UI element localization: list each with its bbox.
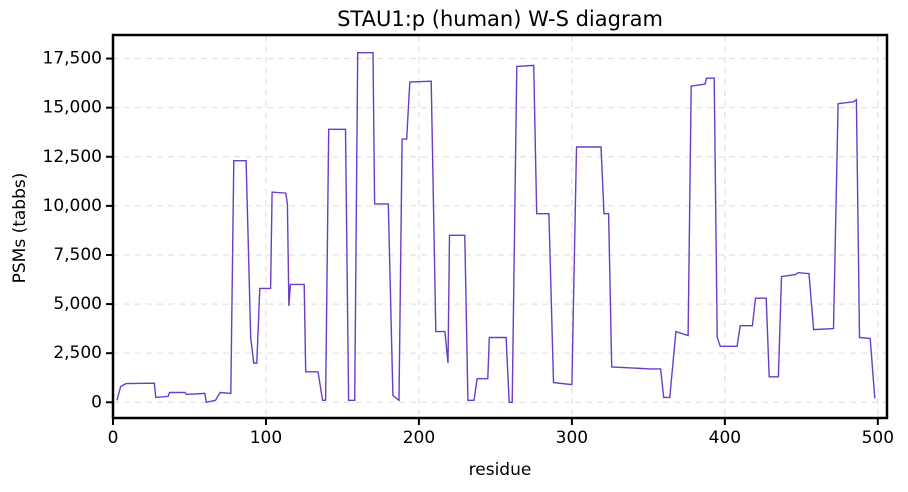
y-tick-label: 15,000	[43, 98, 102, 118]
y-tick-label: 5,000	[53, 294, 102, 314]
y-axis-label: PSMs (tabbs)	[10, 173, 30, 284]
x-tick-label: 200	[403, 428, 435, 448]
y-tick-label: 2,500	[53, 343, 102, 363]
chart-title: STAU1:p (human) W-S diagram	[337, 7, 663, 31]
x-tick-label: 500	[862, 428, 894, 448]
y-tick-label: 7,500	[53, 245, 102, 265]
y-tick-label: 0	[91, 392, 102, 412]
y-tick-label: 17,500	[43, 49, 102, 69]
x-tick-label: 0	[108, 428, 119, 448]
y-tick-label: 12,500	[43, 147, 102, 167]
x-tick-label: 300	[556, 428, 588, 448]
plot-frame	[111, 33, 889, 420]
x-axis-label: residue	[469, 460, 532, 480]
x-tick-label: 100	[250, 428, 282, 448]
x-tick-label: 400	[709, 428, 741, 448]
data-line	[116, 52, 876, 404]
y-tick-label: 10,000	[43, 196, 102, 216]
